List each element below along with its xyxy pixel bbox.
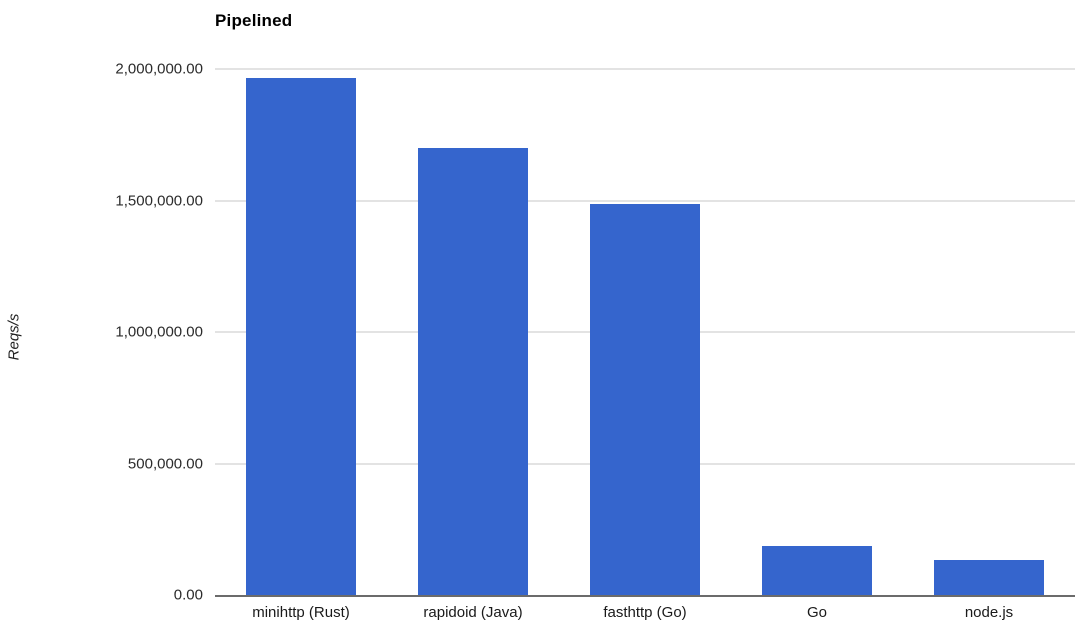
bar-fasthttp (Go) [590,203,700,595]
y-tick-label: 2,000,000.00 [115,60,203,78]
x-tick-label: fasthttp (Go) [603,604,687,621]
y-tick-label: 0.00 [173,586,203,604]
y-tick-label: 1,500,000.00 [115,192,203,209]
x-tick-label: Go [806,604,827,621]
y-tick-label: 1,000,000.00 [115,323,203,341]
bar-minihttp (Rust) [246,78,356,595]
x-tick-label: minihttp (Rust) [252,604,350,621]
y-axis-title: Reqs/s [5,313,23,361]
chart-title: Pipelined [215,11,293,30]
y-tick-label: 500,000.00 [127,455,203,472]
bar-node.js [934,560,1044,595]
bar-Go [762,546,872,595]
plot-area [215,68,1075,597]
gridline-1500000 [215,199,1075,202]
x-tick-label: rapidoid (Java) [423,604,523,621]
gridline-2000000 [215,68,1075,70]
x-tick-label: node.js [964,604,1014,621]
bar-slot [559,69,731,595]
bar-rapidoid (Java) [418,147,528,595]
bar-slot [903,69,1075,595]
bar-slot [731,69,903,595]
x-axis-tick-labels: minihttp (Rust) rapidoid (Java) fasthttp (… [215,604,1075,621]
bars-row [215,69,1075,595]
bar-slot [387,69,559,595]
bar-slot [215,69,387,595]
